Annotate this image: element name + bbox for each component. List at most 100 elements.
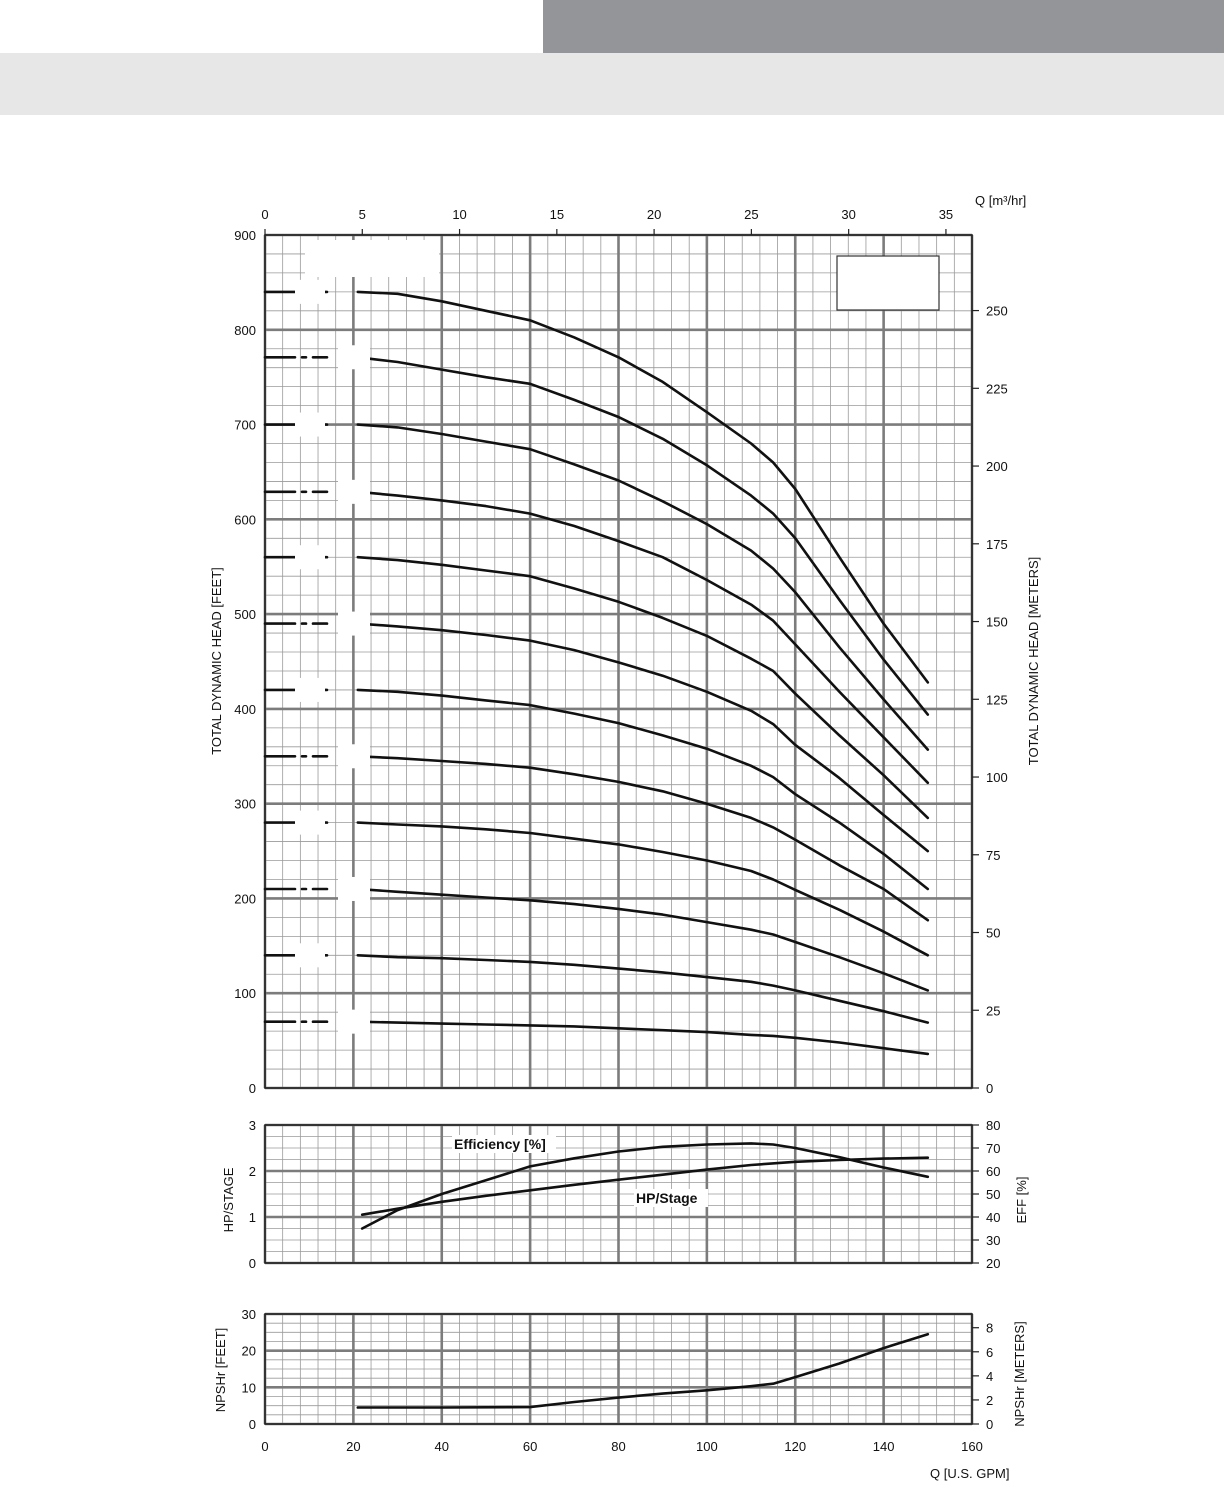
eff-tick-label: 50 xyxy=(986,1187,1000,1202)
curve-label-mask xyxy=(295,810,325,835)
y-tick-label: 0 xyxy=(249,1081,256,1096)
legend-box xyxy=(836,255,940,311)
x-tick-label: 20 xyxy=(346,1439,360,1454)
curve-label-mask xyxy=(295,677,325,702)
y2-tick-label: 150 xyxy=(986,615,1008,630)
curve-label-mask xyxy=(338,876,370,901)
head-curve xyxy=(356,622,930,853)
head-curve xyxy=(356,1020,930,1056)
y2-tick-label: 100 xyxy=(986,770,1008,785)
hp-tick-label: 2 xyxy=(249,1164,256,1179)
x2-tick-label: 20 xyxy=(647,207,661,222)
head-capacity-chart: 0100200300400500600700800900025507510012… xyxy=(209,193,1041,1096)
npsh-tick-label: 10 xyxy=(242,1380,256,1395)
head-curve xyxy=(356,953,930,1024)
curve-label-mask xyxy=(295,545,325,570)
hp-efficiency-chart: 0 1 2 3 20 30 40 50 60 70 80 HP/STAGE EFF [%] Efficie… xyxy=(221,1118,1029,1271)
x2-tick-label: 30 xyxy=(841,207,855,222)
y-axis-title: TOTAL DYNAMIC HEAD [FEET] xyxy=(209,567,224,755)
npsh-tick-label: 0 xyxy=(249,1417,256,1432)
y-tick-label: 800 xyxy=(234,323,256,338)
curve-label-mask xyxy=(338,1009,370,1034)
x2-tick-label: 15 xyxy=(550,207,564,222)
x2-tick-label: 35 xyxy=(939,207,953,222)
eff-tick-label: 60 xyxy=(986,1164,1000,1179)
head-curve xyxy=(356,355,930,716)
label-mask xyxy=(305,240,439,277)
npsh-m-tick-label: 6 xyxy=(986,1345,993,1360)
head-curve xyxy=(356,754,930,922)
x-axis-title: Q [U.S. GPM] xyxy=(930,1466,1009,1481)
npsh-m-tick-label: 0 xyxy=(986,1417,993,1432)
npsh-tick-label: 30 xyxy=(242,1307,256,1322)
head-curve xyxy=(356,555,930,820)
npsh-axis-title: NPSHr [FEET] xyxy=(213,1328,228,1413)
eff-axis-title: EFF [%] xyxy=(1014,1177,1029,1224)
y2-tick-label: 50 xyxy=(986,926,1000,941)
y2-tick-label: 225 xyxy=(986,381,1008,396)
y2-tick-label: 0 xyxy=(986,1081,993,1096)
head-curve xyxy=(356,290,930,684)
y2-axis-title: TOTAL DYNAMIC HEAD [METERS] xyxy=(1026,557,1041,766)
hp-tick-label: 1 xyxy=(249,1210,256,1225)
npsh-curve xyxy=(356,1332,930,1409)
npsh-m-tick-label: 4 xyxy=(986,1369,993,1384)
x2-tick-label: 5 xyxy=(359,207,366,222)
y2-tick-label: 200 xyxy=(986,459,1008,474)
hp-tick-label: 3 xyxy=(249,1118,256,1133)
eff-tick-label: 70 xyxy=(986,1141,1000,1156)
x2-tick-label: 10 xyxy=(452,207,466,222)
hp-tick-label: 0 xyxy=(249,1256,256,1271)
curve-label-mask xyxy=(338,479,370,504)
efficiency-label-bg xyxy=(452,1135,556,1153)
x-tick-label: 120 xyxy=(784,1439,806,1454)
y-tick-label: 900 xyxy=(234,228,256,243)
npsh-m-tick-label: 8 xyxy=(986,1321,993,1336)
y-tick-label: 200 xyxy=(234,891,256,906)
x-tick-label: 140 xyxy=(873,1439,895,1454)
y-tick-label: 300 xyxy=(234,797,256,812)
hp-stage-label: HP/Stage xyxy=(636,1190,698,1206)
hp-label-bg xyxy=(634,1189,708,1207)
y-tick-label: 100 xyxy=(234,986,256,1001)
x2-tick-label: 0 xyxy=(261,207,268,222)
hp-axis-title: HP/STAGE xyxy=(221,1167,236,1232)
head-curve xyxy=(356,423,930,751)
y2-tick-label: 175 xyxy=(986,537,1008,552)
eff-tick-label: 40 xyxy=(986,1210,1000,1225)
y-tick-label: 500 xyxy=(234,607,256,622)
eff-tick-label: 30 xyxy=(986,1233,1000,1248)
y-tick-label: 700 xyxy=(234,418,256,433)
curve-label-mask xyxy=(295,279,325,304)
hp-stage-curve xyxy=(360,1156,930,1216)
eff-tick-label: 20 xyxy=(986,1256,1000,1271)
head-curve xyxy=(356,490,930,785)
head-curve xyxy=(356,887,930,992)
curve-label-mask xyxy=(338,744,370,769)
y-tick-label: 600 xyxy=(234,512,256,527)
y2-tick-label: 125 xyxy=(986,692,1008,707)
header-band-light xyxy=(0,53,1224,115)
x2-tick-label: 25 xyxy=(744,207,758,222)
npsh-frame xyxy=(264,1313,973,1425)
curve-label-mask xyxy=(295,943,325,968)
efficiency-label: Efficiency [%] xyxy=(454,1136,546,1152)
npsh-tick-label: 20 xyxy=(242,1344,256,1359)
x-tick-label: 0 xyxy=(261,1439,268,1454)
x-tick-label: 100 xyxy=(696,1439,718,1454)
y2-tick-label: 25 xyxy=(986,1003,1000,1018)
x2-axis-title: Q [m³/hr] xyxy=(975,193,1026,208)
curve-label-mask xyxy=(338,345,370,370)
eff-tick-label: 80 xyxy=(986,1118,1000,1133)
curve-label-mask xyxy=(338,611,370,636)
efficiency-curve xyxy=(360,1142,930,1230)
curve-label-mask xyxy=(295,412,325,437)
y2-tick-label: 75 xyxy=(986,848,1000,863)
x-tick-label: 80 xyxy=(611,1439,625,1454)
x-tick-label: 160 xyxy=(961,1439,983,1454)
x-tick-label: 60 xyxy=(523,1439,537,1454)
y2-tick-label: 250 xyxy=(986,304,1008,319)
head-curve xyxy=(356,688,930,891)
